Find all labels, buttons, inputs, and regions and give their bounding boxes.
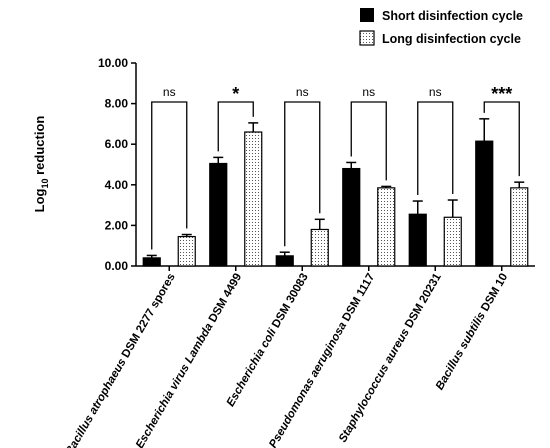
significance-label: ns <box>163 85 176 99</box>
x-category-label: Bacillus subtilis DSM 10 <box>434 272 511 393</box>
bar-short <box>475 140 494 267</box>
significance-bracket <box>217 101 254 152</box>
y-tick-label: 10.00 <box>98 56 128 70</box>
axes: 0.00 2.00 4.00 6.00 8.00 10.00 <box>98 56 535 273</box>
legend-label-short: Short disinfection cycle <box>382 9 523 23</box>
category-species: Bacillus subtilis <box>434 310 488 392</box>
significance-annotations: ns * ns ns ns *** <box>151 84 520 250</box>
y-tick-label: 2.00 <box>105 218 129 232</box>
y-tick-label: 0.00 <box>105 259 129 273</box>
legend-swatch-short <box>360 8 374 22</box>
significance-bracket <box>350 101 387 181</box>
y-tick-label: 8.00 <box>105 97 129 111</box>
legend-label-long: Long disinfection cycle <box>382 32 521 46</box>
bar-short <box>342 167 361 267</box>
category-labels: Bacillus atrophaeus DSM 2277 sporesEsche… <box>64 271 511 448</box>
category-strain: DSM 10 <box>478 272 511 317</box>
bar-short <box>408 213 427 267</box>
significance-label: *** <box>491 84 512 104</box>
category-species: Escherichia virus Lambda <box>134 321 216 448</box>
y-tick-label: 6.00 <box>105 137 129 151</box>
significance-label: ns <box>362 85 375 99</box>
legend: Short disinfection cycle Long disinfecti… <box>359 8 523 46</box>
x-category-label: Escherichia virus Lambda DSM 4499 <box>134 272 244 448</box>
significance-bracket <box>284 101 321 247</box>
significance-label: ns <box>296 85 309 99</box>
category-strain: DSM 20231 <box>401 271 444 333</box>
significance-bracket <box>483 101 520 177</box>
category-strain: DSM 1117 <box>339 272 378 327</box>
x-category-label: Pseudomonas aeruginosa DSM 1117 <box>267 272 377 448</box>
category-strain: DSM 4499 <box>205 272 244 328</box>
bars <box>142 118 529 267</box>
significance-bracket <box>151 101 188 250</box>
category-species: Bacillus atrophaeus <box>64 357 129 448</box>
bar-short <box>142 257 161 267</box>
category-species: Escherichia coli <box>225 326 280 409</box>
x-category-label: Escherichia coli DSM 30083 <box>225 272 311 409</box>
bar-long <box>177 235 196 267</box>
significance-label: ns <box>429 85 442 99</box>
significance-label: * <box>232 84 239 104</box>
category-strain: DSM 30083 <box>268 272 310 333</box>
bar-long <box>443 216 462 267</box>
category-species: Pseudomonas aeruginosa <box>267 320 349 448</box>
bar-long <box>310 228 329 267</box>
bar-long <box>377 187 396 267</box>
y-tick-label: 4.00 <box>105 178 129 192</box>
bar-long <box>244 131 263 267</box>
significance-bracket <box>417 101 454 196</box>
bar-short <box>275 255 294 267</box>
bar-long <box>510 187 529 267</box>
bar-short <box>209 162 228 267</box>
y-axis-title: Log10 reduction <box>32 116 50 213</box>
legend-swatch-long <box>359 30 375 46</box>
category-strain: DSM 2277 spores <box>118 272 178 363</box>
category-species: Staphylococcus aureus <box>337 327 412 445</box>
